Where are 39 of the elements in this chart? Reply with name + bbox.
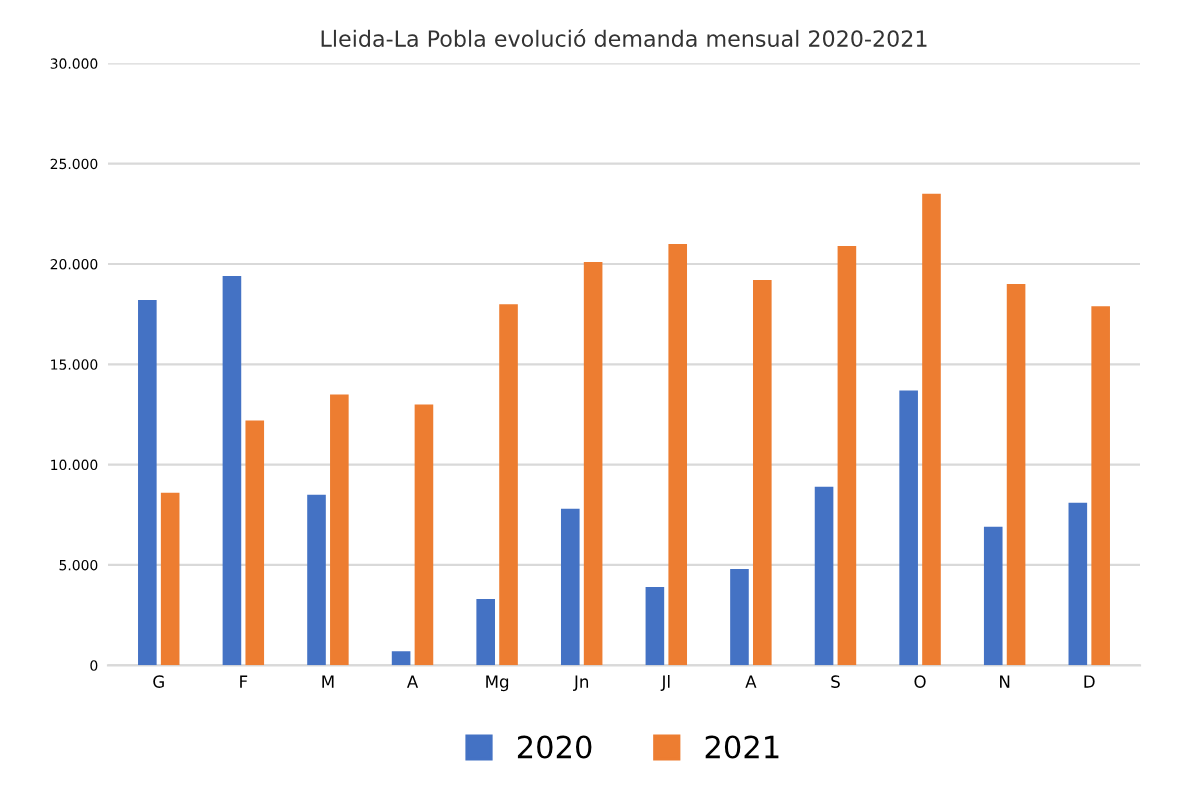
chart-title: Lleida-La Pobla evolució demanda mensual 2020-2021 <box>321 28 927 48</box>
bar <box>899 390 918 666</box>
bar <box>730 568 749 666</box>
bar <box>160 492 180 666</box>
bar <box>560 508 580 666</box>
x-tick-label: S <box>831 675 840 688</box>
bar <box>983 526 1003 666</box>
x-tick-label: M <box>322 675 334 688</box>
bar <box>330 394 349 666</box>
bar <box>391 651 411 666</box>
bar <box>922 193 941 666</box>
x-tick-label: N <box>1000 675 1010 688</box>
bar <box>138 300 157 666</box>
bar <box>837 245 857 666</box>
bar <box>814 486 834 666</box>
bar <box>499 304 518 666</box>
bar <box>1068 502 1088 666</box>
bar <box>645 587 665 666</box>
bar <box>307 494 326 666</box>
x-tick-label: D <box>1084 675 1095 688</box>
x-tick-label: Jl <box>660 675 670 691</box>
bar <box>583 261 603 666</box>
bar <box>222 276 242 666</box>
bar <box>1091 306 1110 666</box>
x-tick-label: G <box>153 675 164 688</box>
bar <box>476 599 495 666</box>
x-tick-label: Mg <box>486 675 509 692</box>
bar <box>245 420 265 666</box>
legend-label: 2021 <box>705 735 779 759</box>
bar <box>753 280 772 666</box>
legend-label: 2020 <box>517 735 592 759</box>
bar <box>414 404 434 666</box>
x-tick-label: F <box>240 675 248 688</box>
x-tick-label: A <box>406 675 419 688</box>
x-tick-label: O <box>914 675 926 688</box>
x-tick-label: A <box>745 675 757 688</box>
bar <box>1006 284 1026 666</box>
bar <box>668 243 688 666</box>
x-tick-label: Jn <box>573 675 589 691</box>
